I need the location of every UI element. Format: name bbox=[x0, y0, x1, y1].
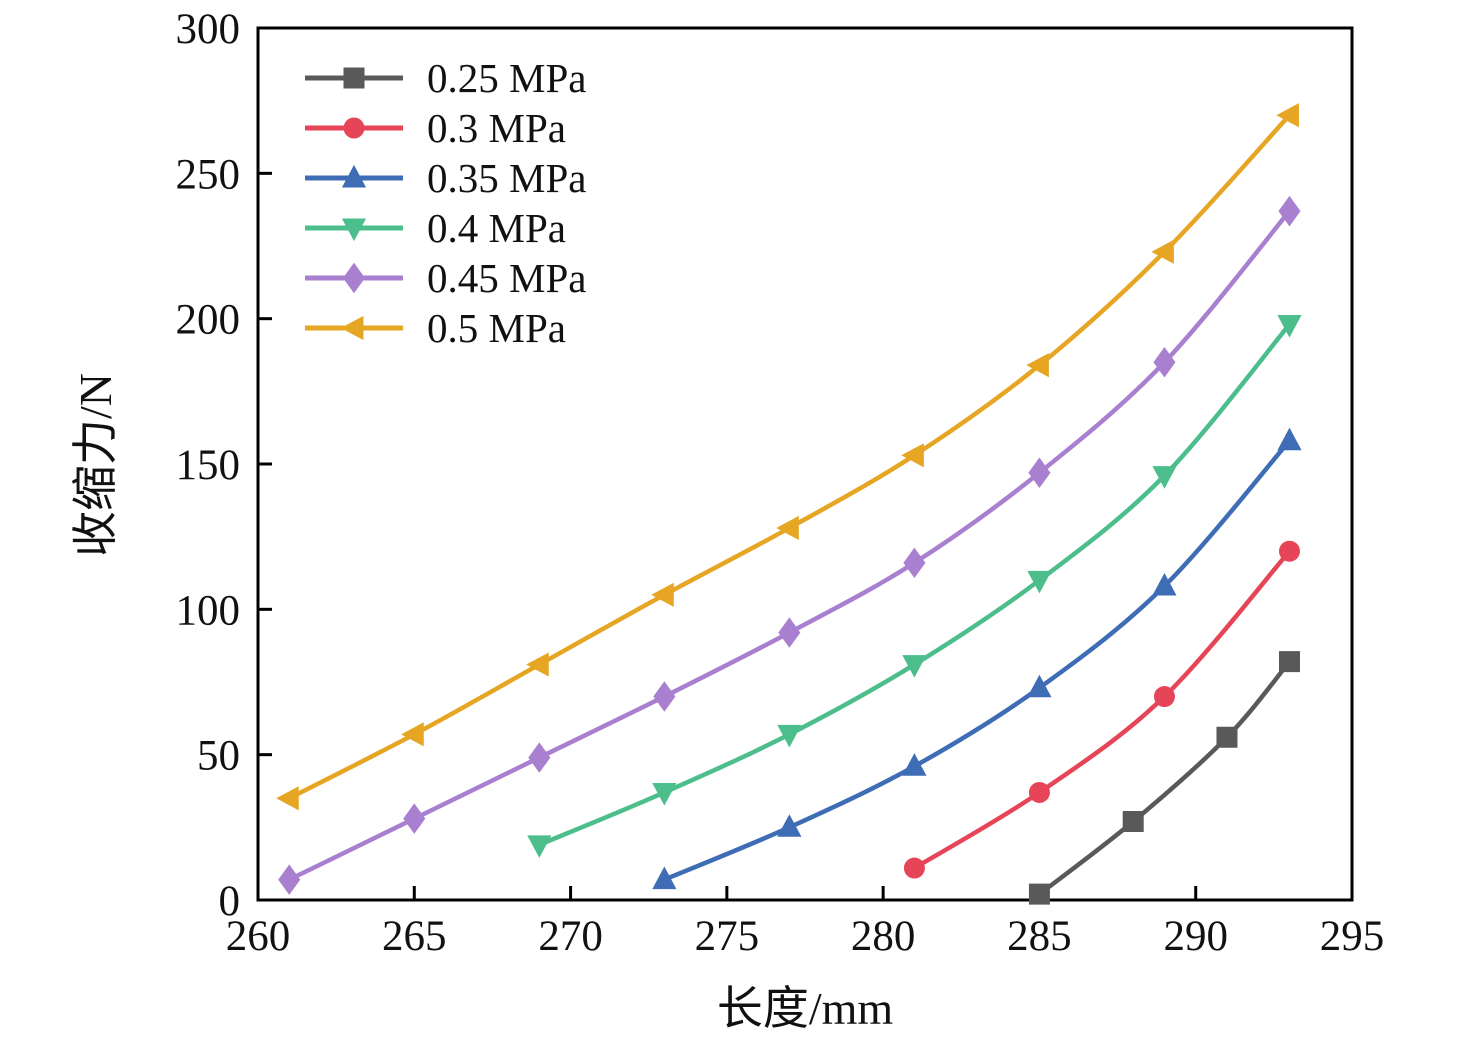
legend-marker-diamond-icon bbox=[305, 262, 403, 294]
legend-marker-triangle-down-icon bbox=[305, 218, 403, 242]
data-point-marker bbox=[1276, 103, 1299, 128]
legend-marker bbox=[340, 315, 364, 341]
series-line-0.5-MPa bbox=[287, 112, 1292, 801]
legend-label: 0.45 MPa bbox=[427, 254, 587, 301]
data-point-marker bbox=[653, 681, 676, 712]
x-tick-label: 265 bbox=[382, 913, 447, 960]
data-point-marker bbox=[1277, 315, 1302, 338]
data-point-marker bbox=[526, 652, 549, 677]
legend-label: 0.5 MPa bbox=[427, 304, 566, 351]
data-point-marker bbox=[1278, 540, 1300, 562]
y-axis-title: 收缩力/N bbox=[70, 373, 121, 557]
legend-label: 0.4 MPa bbox=[427, 204, 566, 251]
data-point-marker bbox=[1026, 353, 1049, 378]
data-point-marker bbox=[901, 443, 924, 468]
legend-marker bbox=[341, 218, 367, 242]
data-point-marker bbox=[278, 864, 301, 895]
legend-item-035mpa: 0.35 MPa bbox=[303, 157, 586, 199]
data-point-marker bbox=[1152, 572, 1177, 596]
y-tick-label: 0 bbox=[219, 878, 241, 925]
legend-item-05mpa: 0.5 MPa bbox=[303, 307, 586, 349]
data-point-marker bbox=[276, 786, 299, 811]
legend-marker-triangle-left-icon bbox=[305, 315, 403, 341]
data-point-marker bbox=[1216, 726, 1238, 748]
y-tick-label: 250 bbox=[176, 151, 241, 198]
y-tick-label: 150 bbox=[176, 442, 241, 489]
x-axis-title: 长度/mm bbox=[716, 983, 894, 1034]
legend-label: 0.3 MPa bbox=[427, 104, 566, 151]
legend-item-025mpa: 0.25 MPa bbox=[303, 57, 586, 99]
data-point-marker bbox=[903, 857, 925, 879]
legend-item-04mpa: 0.4 MPa bbox=[303, 207, 586, 249]
legend-marker bbox=[342, 262, 366, 294]
data-point-marker bbox=[902, 753, 927, 776]
legend-label: 0.25 MPa bbox=[427, 54, 587, 101]
data-point-marker bbox=[401, 722, 424, 747]
data-point-marker bbox=[777, 814, 802, 837]
data-point-marker bbox=[527, 835, 552, 858]
data-point-marker bbox=[1027, 674, 1052, 698]
legend: 0.25 MPa 0.3 MPa 0.35 MPa 0.4 MPa 0.45 M… bbox=[303, 57, 586, 349]
y-tick-label: 200 bbox=[176, 297, 241, 344]
data-point-marker bbox=[778, 617, 801, 648]
data-point-marker bbox=[1028, 457, 1051, 488]
data-point-marker bbox=[652, 783, 677, 806]
legend-marker bbox=[341, 164, 367, 188]
data-point-marker bbox=[1027, 570, 1052, 594]
x-tick-label: 280 bbox=[851, 913, 916, 960]
legend-marker bbox=[343, 67, 365, 89]
data-point-marker bbox=[1151, 239, 1174, 264]
data-point-marker bbox=[1278, 195, 1301, 227]
legend-item-045mpa: 0.45 MPa bbox=[303, 257, 586, 299]
data-point-marker bbox=[403, 803, 426, 834]
data-point-marker bbox=[777, 724, 802, 748]
legend-marker-square-icon bbox=[305, 67, 403, 89]
legend-marker-triangle-up-icon bbox=[305, 164, 403, 188]
x-tick-label: 270 bbox=[538, 913, 603, 960]
y-tick-label: 100 bbox=[176, 587, 241, 634]
data-point-marker bbox=[1153, 347, 1176, 378]
series-line-0.25-MPa bbox=[1037, 659, 1292, 897]
data-point-marker bbox=[902, 655, 927, 678]
data-point-marker bbox=[1028, 781, 1050, 803]
series-line-0.3-MPa bbox=[912, 548, 1292, 871]
data-point-marker bbox=[1152, 466, 1177, 489]
legend-label: 0.35 MPa bbox=[427, 154, 587, 201]
legend-item-03mpa: 0.3 MPa bbox=[303, 107, 586, 149]
series-line-0.45-MPa bbox=[287, 208, 1292, 882]
data-point-marker bbox=[651, 582, 674, 607]
x-tick-label: 290 bbox=[1163, 913, 1228, 960]
x-tick-label: 260 bbox=[226, 913, 291, 960]
data-point-marker bbox=[528, 742, 551, 773]
data-point-marker bbox=[1278, 651, 1300, 673]
data-point-marker bbox=[776, 515, 799, 541]
data-point-marker bbox=[1277, 427, 1302, 451]
data-point-marker bbox=[652, 866, 677, 890]
x-tick-label: 275 bbox=[695, 913, 760, 960]
legend-marker bbox=[343, 117, 365, 139]
x-tick-label: 295 bbox=[1320, 913, 1385, 960]
y-tick-label: 50 bbox=[197, 733, 240, 780]
x-tick-label: 285 bbox=[1007, 913, 1072, 960]
data-point-marker bbox=[1153, 686, 1175, 708]
legend-marker-circle-icon bbox=[305, 117, 403, 139]
y-tick-label: 300 bbox=[176, 6, 241, 53]
data-point-marker bbox=[1122, 811, 1144, 833]
data-point-marker bbox=[903, 547, 926, 579]
data-point-marker bbox=[1028, 883, 1050, 905]
